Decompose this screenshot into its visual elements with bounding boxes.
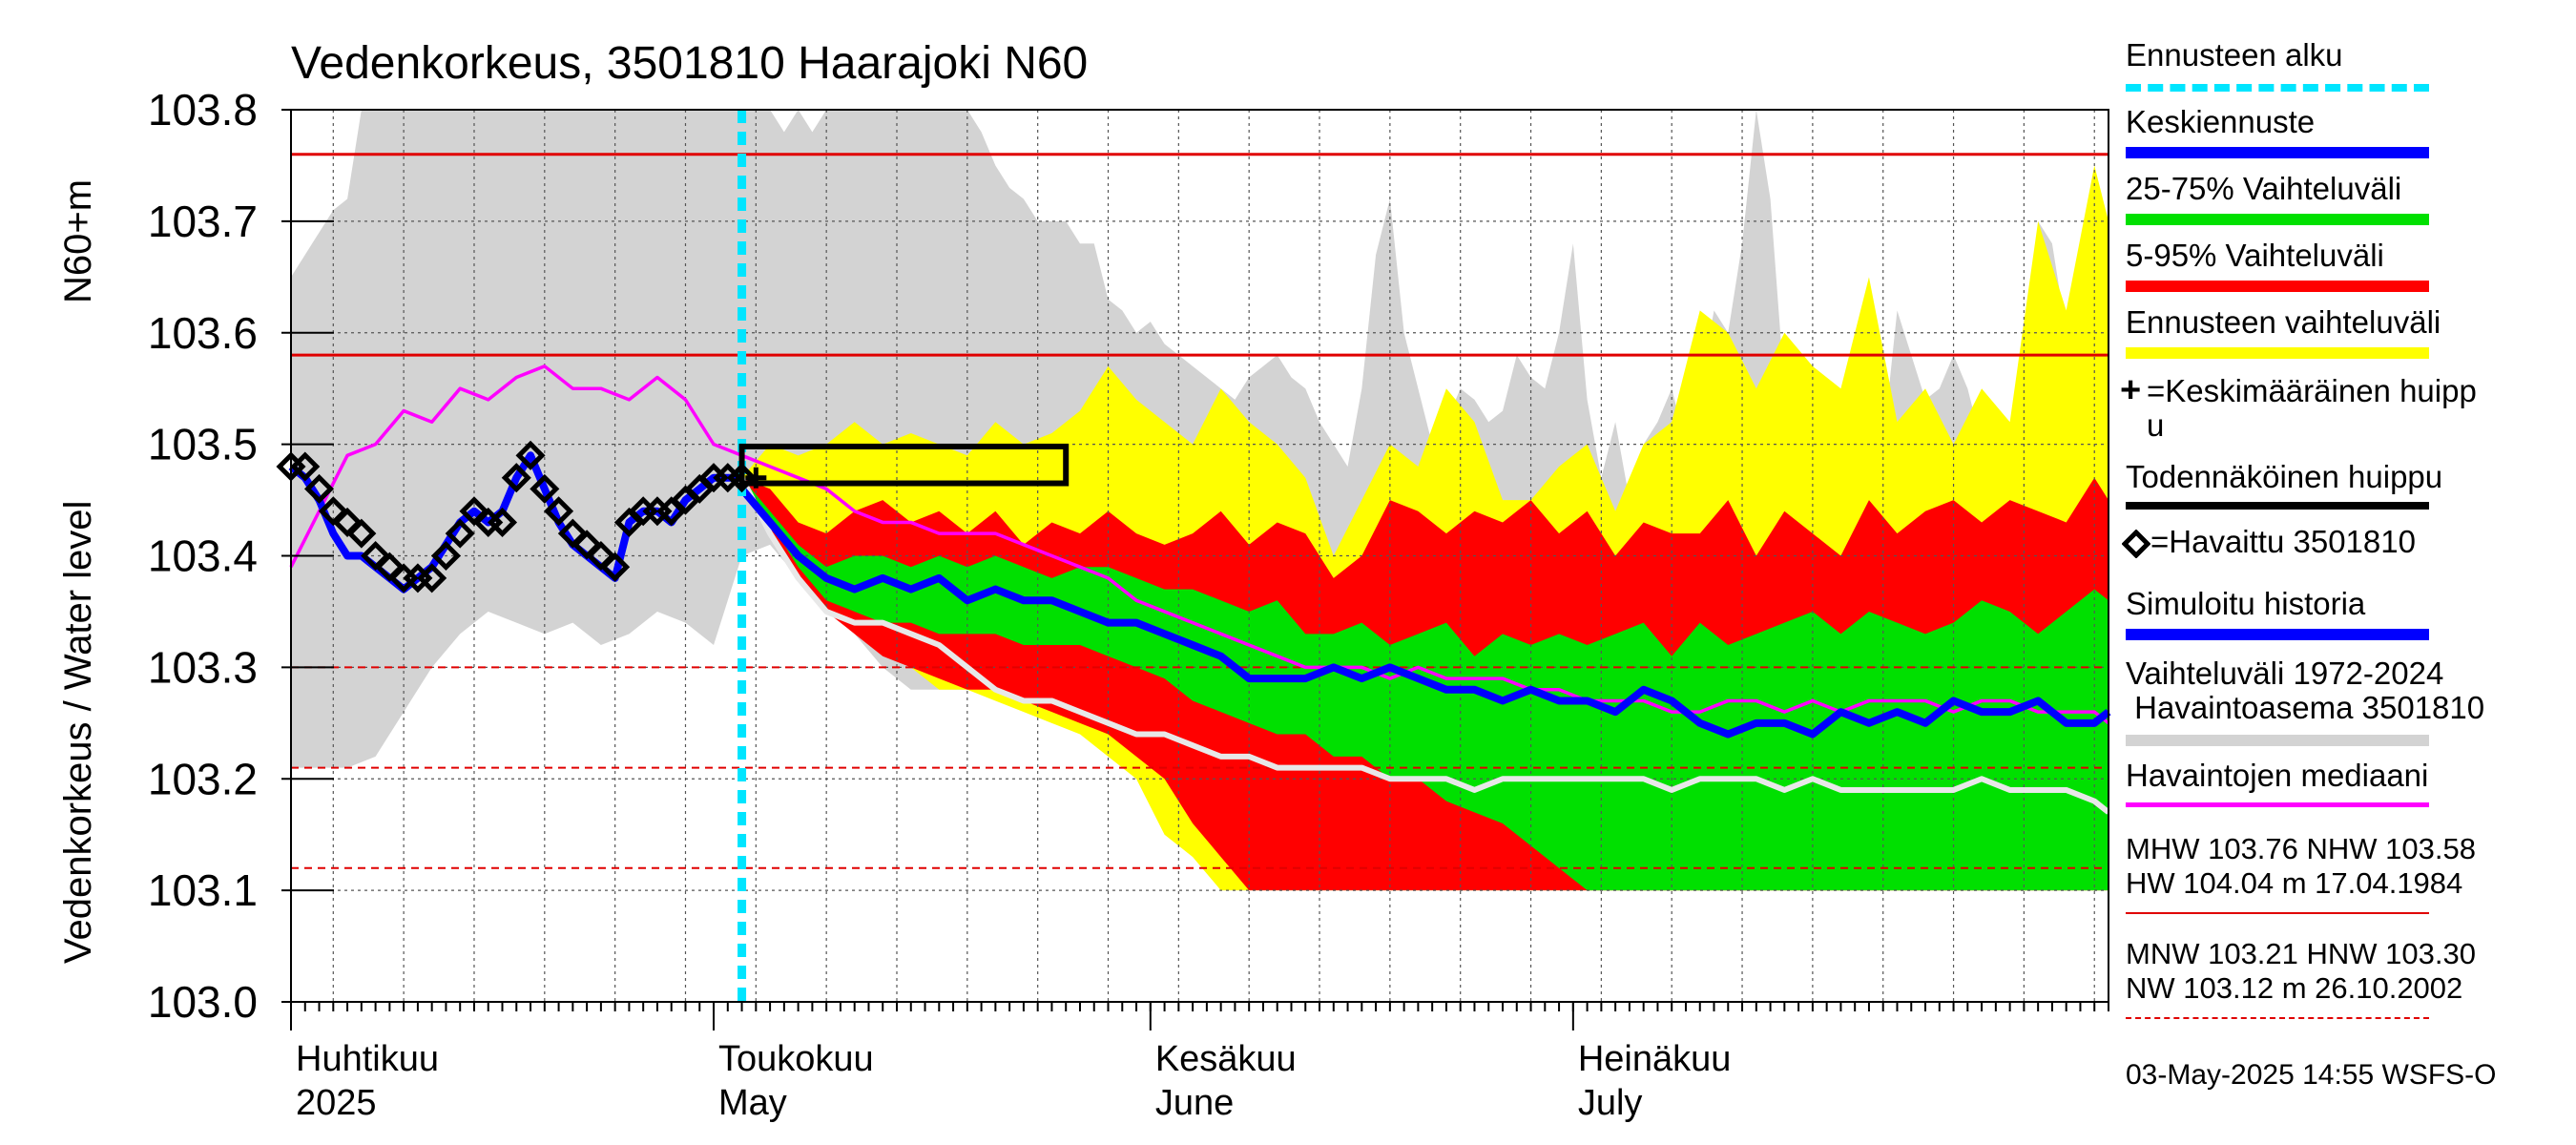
observed-point [430, 540, 461, 572]
legend-historical-range: Vaihteluväli 1972-2024 Havaintoasema 350… [2126, 656, 2574, 746]
legend-label: Vaihteluväli 1972-2024 Havaintoasema 350… [2126, 656, 2485, 725]
legend-label: =Keskimääräinen huipp u [2147, 373, 2477, 443]
observed-point [530, 473, 560, 504]
footer-timestamp: 03-May-2025 14:55 WSFS-O [2126, 1059, 2497, 1091]
observation-median-line [289, 364, 2110, 725]
legend-p5-95: 5-95% Vaihteluväli [2126, 238, 2574, 292]
legend-median-forecast: Keskiennuste [2126, 104, 2574, 158]
legend-label: =Havaittu 3501810 [2150, 524, 2416, 559]
observed-point [487, 507, 518, 537]
legend-forecast-range: Ennusteen vaihteluväli [2126, 304, 2574, 359]
legend-observation-median: Havaintojen mediaani [2126, 758, 2574, 807]
y-tick-label: 103.3 [148, 642, 258, 692]
legend-label: Havaintojen mediaani [2126, 758, 2429, 793]
stats-low-text: MNW 103.21 HNW 103.30 NW 103.12 m 26.10.… [2126, 937, 2476, 1005]
stats-high-text: MHW 103.76 NHW 103.58 HW 104.04 m 17.04.… [2126, 832, 2476, 900]
legend-simulated-history: Simuloitu historia [2126, 586, 2574, 640]
mean-peak-marker [745, 467, 767, 489]
x-month-sublabel: May [718, 1083, 787, 1123]
stats-high: MHW 103.76 NHW 103.58 HW 104.04 m 17.04.… [2126, 832, 2574, 914]
y-tick-label: 103.7 [148, 197, 258, 246]
legend-observed: =Havaittu 3501810 [2122, 524, 2574, 559]
x-month-sublabel: June [1155, 1083, 1234, 1123]
y-tick-label: 103.0 [148, 977, 258, 1027]
observed-point [727, 463, 758, 493]
legend-swatch-cyan-dashed [2126, 84, 2429, 92]
y-tick-label: 103.4 [148, 531, 258, 581]
observed-point [600, 552, 631, 582]
legend-forecast-start: Ennusteen alku [2126, 37, 2574, 92]
observed-point [346, 518, 377, 549]
x-month-label: Huhtikuu [296, 1039, 439, 1079]
legend-swatch-blue [2126, 629, 2429, 640]
legend-label: 5-95% Vaihteluväli [2126, 238, 2384, 273]
legend-swatch-green [2126, 214, 2429, 225]
x-month-label: Toukokuu [718, 1039, 874, 1079]
observed-point [290, 451, 321, 482]
legend-swatch-black [2126, 502, 2429, 510]
median-forecast-line [738, 486, 2111, 739]
legend-swatch-gray [2126, 735, 2429, 746]
legend-probable-peak: Todennäköinen huippu [2126, 459, 2574, 510]
observed-point [515, 440, 546, 470]
legend-swatch-red [2126, 281, 2429, 292]
stats-low: MNW 103.21 HNW 103.30 NW 103.12 m 26.10.… [2126, 937, 2574, 1019]
stats-low-line [2126, 1017, 2429, 1019]
chart-title: Vedenkorkeus, 3501810 Haarajoki N60 [291, 38, 1088, 89]
observed-point [544, 496, 574, 527]
x-month-label: Kesäkuu [1155, 1039, 1297, 1079]
y-tick-label: 103.5 [148, 420, 258, 469]
observed-point [501, 463, 531, 493]
legend-p25-75: 25-75% Vaihteluväli [2126, 171, 2574, 225]
legend-label: Ennusteen alku [2126, 37, 2343, 73]
simulation-white-line [738, 476, 2110, 815]
diamond-marker-icon [2122, 530, 2150, 558]
observed-point [445, 518, 475, 549]
observed-point [417, 563, 447, 593]
y-tick-label: 103.8 [148, 85, 258, 135]
y-axis-unit-label: N60+m [57, 179, 99, 303]
x-month-sublabel: July [1578, 1083, 1643, 1123]
legend-swatch-magenta [2126, 802, 2429, 807]
y-axis-label: Vedenkorkeus / Water level [57, 501, 99, 964]
legend-label: Todennäköinen huippu [2126, 459, 2443, 494]
legend-label: 25-75% Vaihteluväli [2126, 171, 2402, 206]
legend-label: Keskiennuste [2126, 104, 2316, 139]
observed-point [303, 473, 335, 504]
legend-mean-peak: + =Keskimääräinen huipp u [2120, 372, 2574, 443]
legend-label: Ennusteen vaihteluväli [2126, 304, 2441, 340]
legend-label: Simuloitu historia [2126, 586, 2366, 621]
y-tick-label: 103.2 [148, 754, 258, 803]
legend-swatch-blue [2126, 147, 2429, 158]
plus-marker-icon: + [2120, 370, 2142, 410]
stats-high-line [2126, 912, 2429, 914]
y-tick-label: 103.1 [148, 865, 258, 915]
x-month-sublabel: 2025 [296, 1083, 377, 1123]
x-month-label: Heinäkuu [1578, 1039, 1732, 1079]
y-tick-label: 103.6 [148, 308, 258, 358]
legend-swatch-yellow [2126, 347, 2429, 359]
